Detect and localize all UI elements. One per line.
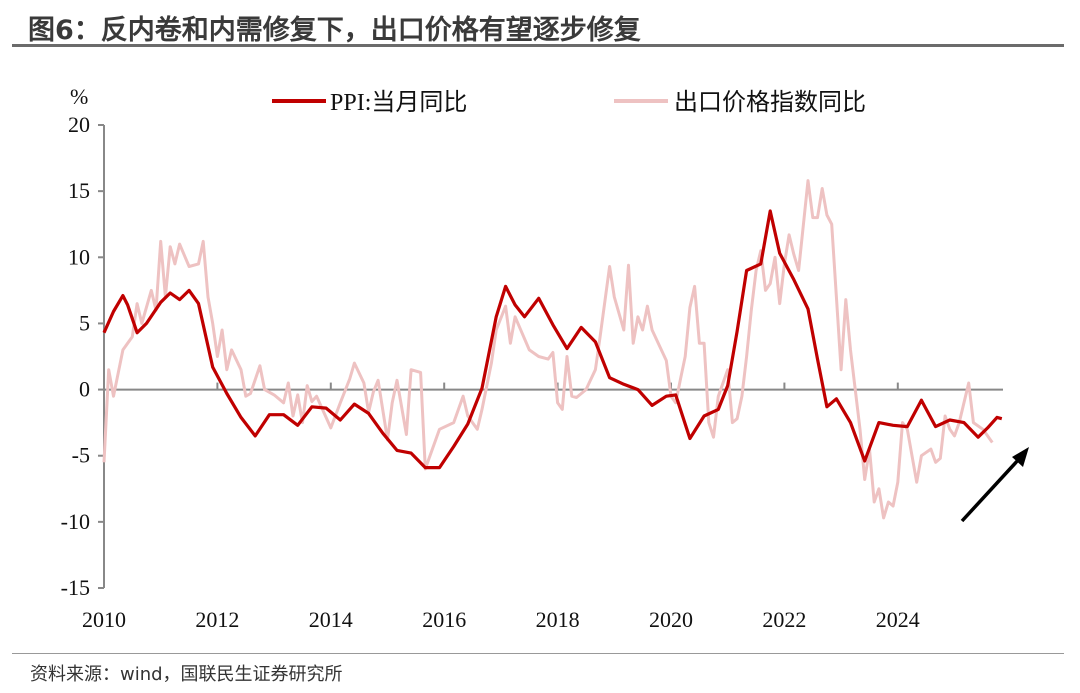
arrow-head (1012, 447, 1029, 467)
legend-label-ppi: PPI:当月同比 (330, 89, 467, 116)
arrow-shaft (960, 456, 1022, 523)
x-tick-label: 2014 (309, 607, 353, 632)
source-divider (12, 653, 1064, 654)
y-tick-label: -15 (61, 575, 90, 600)
series-line-ppi (102, 209, 1003, 470)
y-tick-label: -5 (72, 443, 90, 468)
y-axis-unit: % (70, 84, 88, 109)
x-tick-label: 2016 (422, 607, 466, 632)
y-tick-label: -10 (61, 509, 90, 534)
chart-title: 图6：反内卷和内需修复下，出口价格有望逐步修复 (28, 15, 641, 46)
x-tick-label: 2010 (82, 607, 126, 632)
y-tick-label: 15 (68, 178, 90, 203)
trend-arrow (960, 447, 1029, 523)
title-divider (12, 44, 1064, 47)
y-tick-label: 5 (79, 310, 90, 335)
y-tick-label: 0 (79, 377, 90, 402)
x-tick-label: 2018 (536, 607, 580, 632)
legend-label-export: 出口价格指数同比 (674, 89, 866, 116)
x-tick-label: 2020 (649, 607, 693, 632)
y-tick-label: 20 (68, 112, 90, 137)
x-tick-label: 2022 (762, 607, 806, 632)
y-tick-label: 10 (68, 244, 90, 269)
source-note: 资料来源：wind，国联民生证券研究所 (30, 664, 343, 685)
series-line-export-price (102, 179, 994, 520)
legend: PPI:当月同比 出口价格指数同比 (272, 89, 866, 116)
x-tick-label: 2012 (195, 607, 239, 632)
x-tick-label: 2024 (876, 607, 920, 632)
